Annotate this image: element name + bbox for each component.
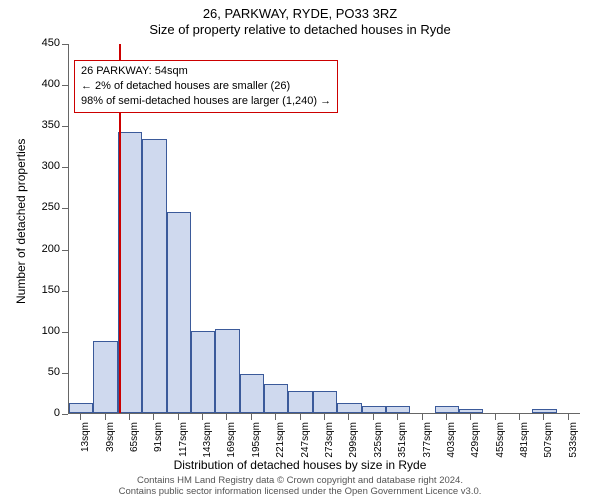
y-tick (62, 167, 68, 168)
x-tick-label: 429sqm (470, 422, 481, 472)
y-tick (62, 414, 68, 415)
histogram-bar (386, 406, 410, 413)
x-tick-label: 507sqm (543, 422, 554, 472)
x-tick (348, 414, 349, 420)
x-tick (446, 414, 447, 420)
histogram-bar (264, 384, 288, 413)
x-tick-label: 143sqm (202, 422, 213, 472)
x-tick-label: 299sqm (348, 422, 359, 472)
footer-line-2: Contains public sector information licen… (119, 486, 482, 497)
histogram-bar (532, 409, 556, 413)
y-tick-label: 100 (28, 325, 60, 337)
y-tick-label: 400 (28, 78, 60, 90)
histogram-bar (118, 132, 142, 413)
x-tick (470, 414, 471, 420)
y-tick (62, 291, 68, 292)
x-tick-label: 455sqm (495, 422, 506, 472)
y-tick-label: 50 (28, 366, 60, 378)
x-tick-label: 39sqm (105, 422, 116, 472)
x-tick (226, 414, 227, 420)
infobox: 26 PARKWAY: 54sqm← 2% of detached houses… (74, 60, 338, 113)
title-line-1: 26, PARKWAY, RYDE, PO33 3RZ (0, 6, 600, 21)
histogram-bar (459, 409, 483, 413)
y-tick-label: 300 (28, 160, 60, 172)
footer-line-1: Contains HM Land Registry data © Crown c… (137, 475, 463, 486)
histogram-bar (93, 341, 117, 413)
y-tick-label: 0 (28, 407, 60, 419)
histogram-bar (288, 391, 312, 413)
x-tick-label: 403sqm (446, 422, 457, 472)
infobox-line-2: ← 2% of detached houses are smaller (26) (81, 79, 331, 94)
x-tick-label: 273sqm (324, 422, 335, 472)
y-tick-label: 450 (28, 37, 60, 49)
histogram-bar (362, 406, 386, 413)
x-tick (422, 414, 423, 420)
y-tick (62, 44, 68, 45)
histogram-bar (337, 403, 361, 413)
y-tick-label: 150 (28, 284, 60, 296)
x-tick-label: 65sqm (129, 422, 140, 472)
x-tick (324, 414, 325, 420)
x-tick-label: 247sqm (300, 422, 311, 472)
x-tick-label: 195sqm (251, 422, 262, 472)
x-tick-label: 117sqm (178, 422, 189, 472)
y-tick (62, 208, 68, 209)
x-tick (129, 414, 130, 420)
y-tick-label: 250 (28, 201, 60, 213)
histogram-bar (215, 329, 239, 413)
x-tick (275, 414, 276, 420)
y-tick (62, 126, 68, 127)
histogram-bar (142, 139, 166, 413)
x-tick-label: 377sqm (422, 422, 433, 472)
x-tick (373, 414, 374, 420)
histogram-bar (191, 331, 215, 413)
y-tick (62, 373, 68, 374)
x-tick (202, 414, 203, 420)
histogram-bar (240, 374, 264, 413)
infobox-line-3: 98% of semi-detached houses are larger (… (81, 94, 331, 109)
y-axis-label: Number of detached properties (14, 139, 28, 304)
x-tick-label: 221sqm (275, 422, 286, 472)
histogram-bar (167, 212, 191, 413)
footer-attribution: Contains HM Land Registry data © Crown c… (0, 476, 600, 498)
infobox-line-1: 26 PARKWAY: 54sqm (81, 64, 331, 79)
title-line-2: Size of property relative to detached ho… (0, 22, 600, 37)
x-tick-label: 13sqm (80, 422, 91, 472)
x-tick (543, 414, 544, 420)
y-tick (62, 250, 68, 251)
x-tick-label: 481sqm (519, 422, 530, 472)
y-tick (62, 332, 68, 333)
x-tick (397, 414, 398, 420)
x-tick (178, 414, 179, 420)
x-tick-label: 91sqm (153, 422, 164, 472)
x-tick (300, 414, 301, 420)
x-tick-label: 533sqm (568, 422, 579, 472)
histogram-bar (313, 391, 337, 413)
y-tick-label: 350 (28, 119, 60, 131)
histogram-bar (435, 406, 459, 413)
x-tick (153, 414, 154, 420)
x-tick (80, 414, 81, 420)
histogram-bar (69, 403, 93, 413)
x-tick (251, 414, 252, 420)
x-tick (105, 414, 106, 420)
x-tick (519, 414, 520, 420)
y-tick-label: 200 (28, 243, 60, 255)
x-tick-label: 169sqm (226, 422, 237, 472)
x-tick (495, 414, 496, 420)
x-tick-label: 351sqm (397, 422, 408, 472)
x-tick (568, 414, 569, 420)
y-tick (62, 85, 68, 86)
x-tick-label: 325sqm (373, 422, 384, 472)
